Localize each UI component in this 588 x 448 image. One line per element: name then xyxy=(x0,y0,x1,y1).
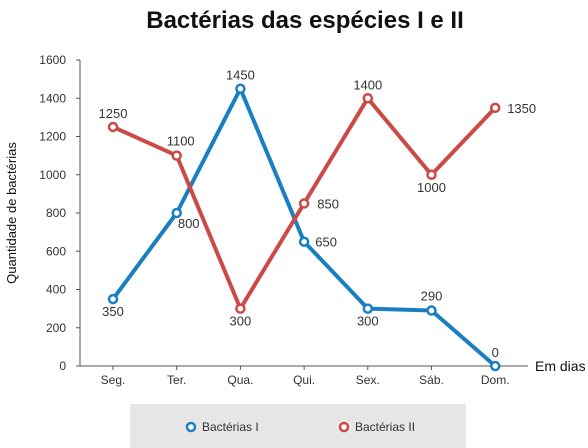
legend-item: Bactérias II xyxy=(338,420,415,434)
data-point xyxy=(107,293,119,305)
y-axis-label: Quantidade de bactérias xyxy=(4,142,19,284)
data-point xyxy=(362,303,374,314)
series-layer: 350 800 1450 650 300 290 0 1250 1100 300 850 1400 10… xyxy=(99,68,537,372)
series-line xyxy=(111,86,498,368)
data-point xyxy=(171,207,182,219)
data-point xyxy=(426,305,437,316)
y-tick-label: 1000 xyxy=(39,168,66,182)
x-tick-label: Qua. xyxy=(227,373,253,387)
data-label: 1100 xyxy=(167,134,195,149)
data-label: 1400 xyxy=(353,77,382,92)
x-tick-label: Dom. xyxy=(481,373,510,387)
data-label: 650 xyxy=(315,235,337,250)
y-tick-label: 400 xyxy=(46,283,66,297)
chart-title: Bactérias das espécies I e II xyxy=(146,7,464,34)
data-point xyxy=(171,150,182,161)
data-label: 300 xyxy=(230,314,252,329)
series-2: 1250 1100 300 850 1400 1000 1350 xyxy=(99,77,537,328)
data-label: 290 xyxy=(421,289,443,304)
data-point xyxy=(298,236,310,247)
legend-marker xyxy=(338,421,350,433)
legend-box xyxy=(130,404,466,448)
data-point xyxy=(489,360,501,372)
y-tick-label: 600 xyxy=(46,244,66,258)
x-tick-label: Ter. xyxy=(167,373,186,387)
x-tick-label: Qui. xyxy=(293,373,315,387)
y-tick-label: 1200 xyxy=(39,130,66,144)
x-tick-label: Sex. xyxy=(356,373,380,387)
data-label: 350 xyxy=(102,304,124,319)
data-label: 800 xyxy=(178,216,200,231)
data-label: 1250 xyxy=(99,106,128,121)
data-label: 300 xyxy=(357,314,379,329)
data-label: 0 xyxy=(492,345,499,360)
data-point xyxy=(489,102,501,114)
legend-label: Bactérias II xyxy=(355,420,415,434)
y-tick-label: 0 xyxy=(59,359,66,373)
y-tick-labels: 0 200 400 600 800 1000 1200 1400 1600 xyxy=(39,53,80,373)
data-label: 1450 xyxy=(226,68,255,83)
legend-label: Bactérias I xyxy=(202,420,259,434)
x-tick-label: Seg. xyxy=(101,373,126,387)
data-label: 850 xyxy=(317,196,339,211)
y-tick-label: 1400 xyxy=(39,91,66,105)
data-point xyxy=(362,93,374,104)
data-point xyxy=(107,121,119,133)
data-point xyxy=(298,198,310,209)
series-1: 350 800 1450 650 300 290 0 xyxy=(102,68,501,372)
legend-marker xyxy=(185,421,197,433)
x-tick-labels: Seg. Ter. Qua. Qui. Sex. Sáb. Dom. xyxy=(101,366,510,387)
data-point xyxy=(235,83,246,94)
data-point xyxy=(426,169,437,180)
x-axis-label: Em dias xyxy=(535,358,586,374)
data-point xyxy=(235,303,246,314)
data-label: 1000 xyxy=(417,180,446,195)
y-tick-label: 800 xyxy=(46,206,66,220)
legend-item: Bactérias I xyxy=(185,420,259,434)
legend: Bactérias I Bactérias II xyxy=(185,420,415,434)
x-tick-label: Sáb. xyxy=(419,373,444,387)
y-tick-label: 200 xyxy=(46,321,66,335)
data-label: 1350 xyxy=(507,101,536,116)
y-tick-label: 1600 xyxy=(39,53,66,67)
